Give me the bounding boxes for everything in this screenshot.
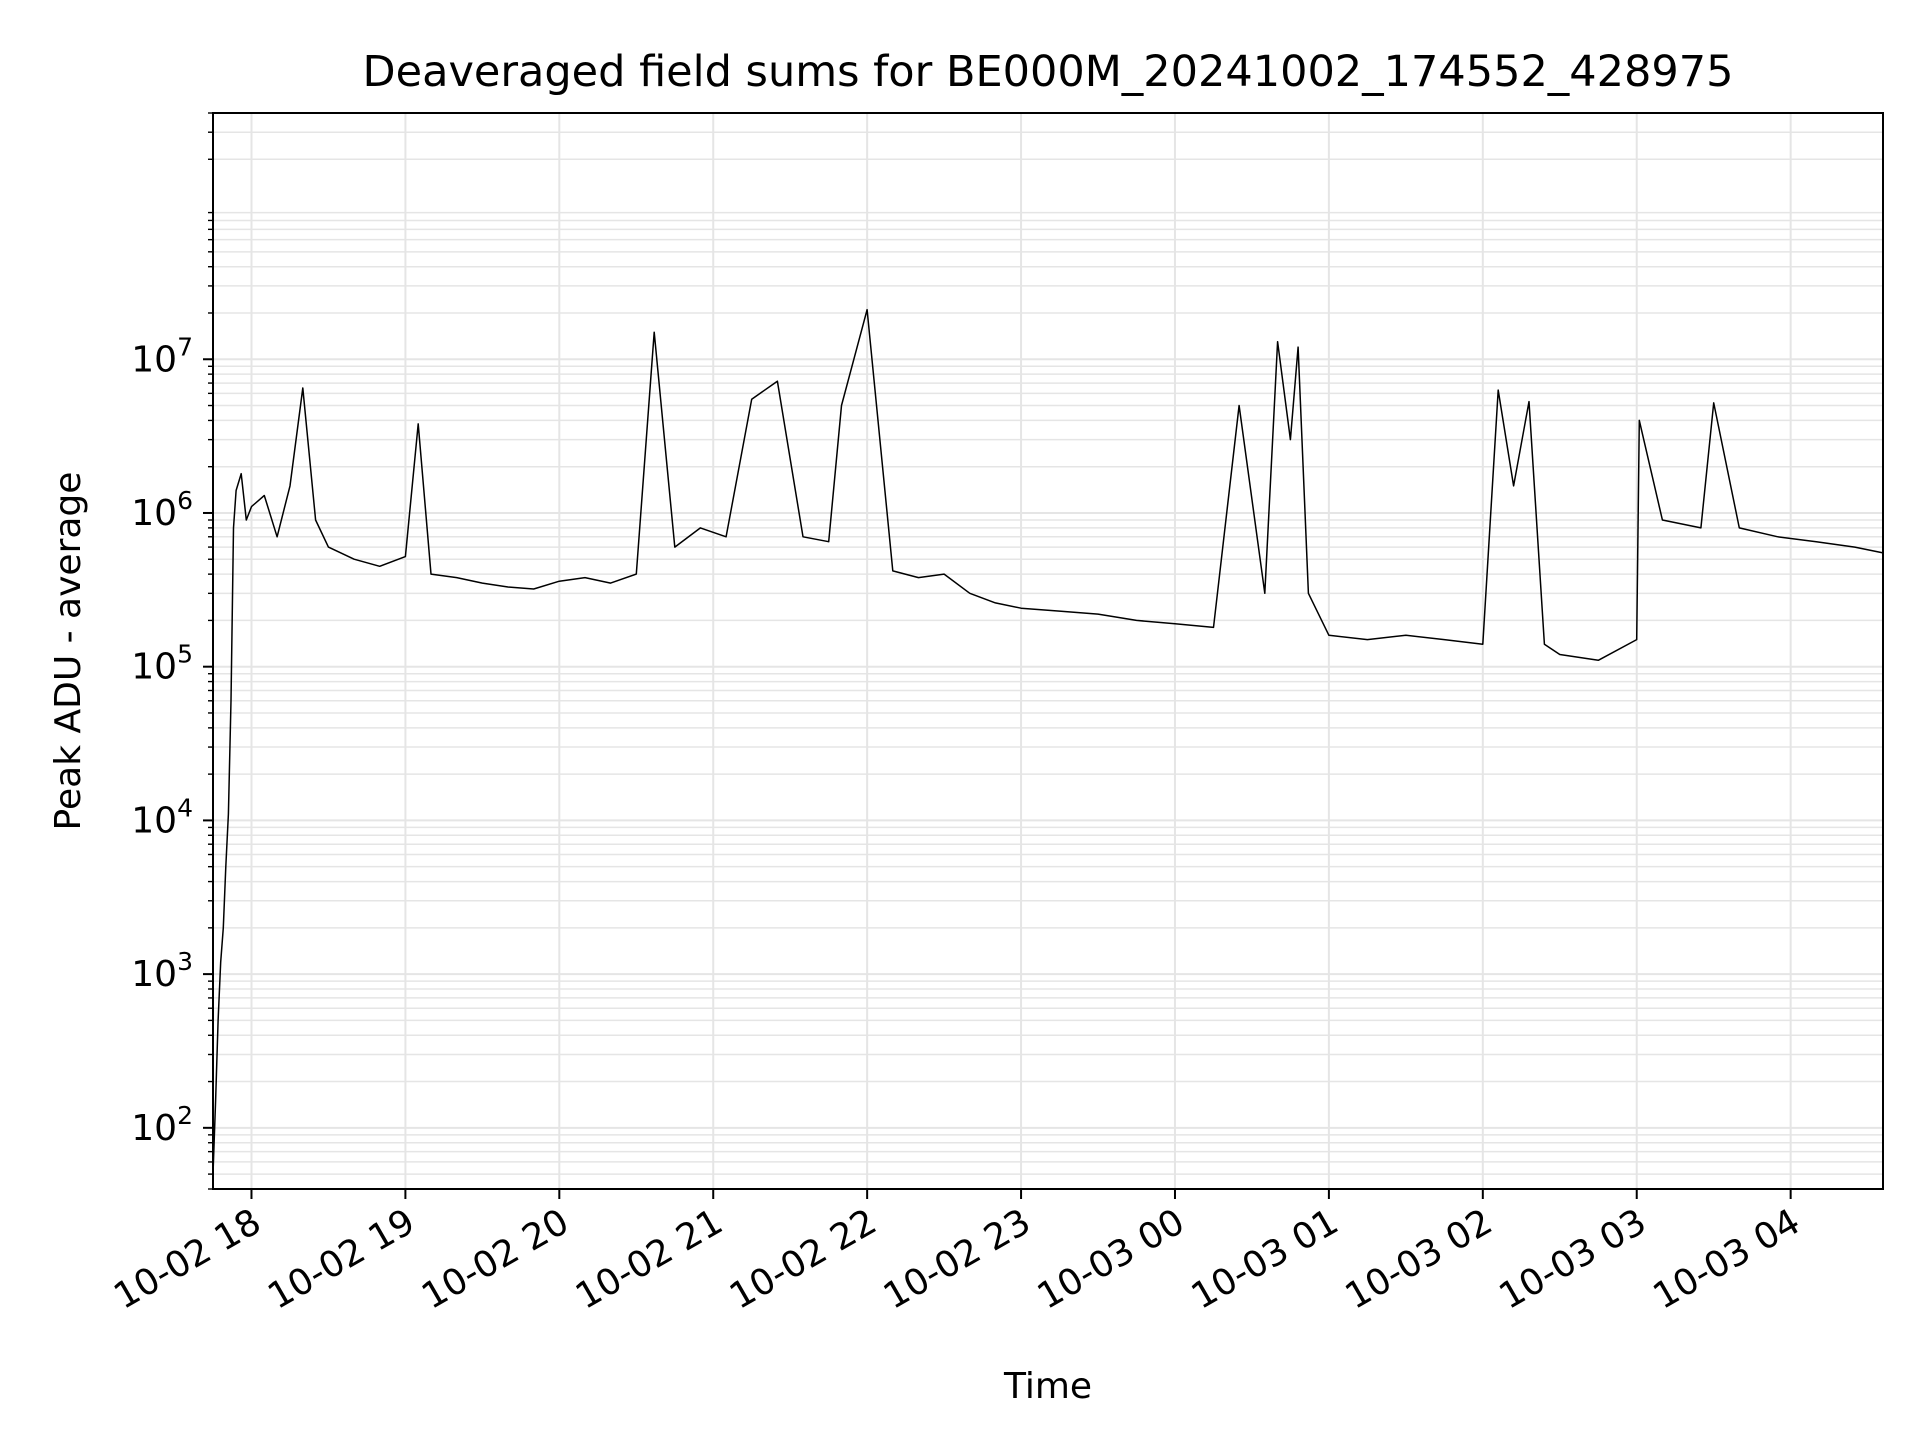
- chart-title: Deaveraged field sums for BE000M_2024100…: [363, 47, 1734, 97]
- y-axis-label: Peak ADU - average: [48, 472, 89, 831]
- data-series-line: [212, 308, 1884, 1175]
- x-tick-label: 10-02 22: [723, 1201, 884, 1317]
- series-layer: [212, 308, 1884, 1175]
- grid-layer: [213, 112, 1883, 1190]
- x-axis-label: Time: [1003, 1366, 1092, 1407]
- x-tick-label: 10-02 20: [415, 1201, 576, 1317]
- y-tick-label: 106: [131, 486, 193, 534]
- y-tick-label: 104: [131, 793, 193, 841]
- x-tick-label: 10-02 23: [877, 1201, 1038, 1317]
- x-tick-label: 10-02 19: [261, 1201, 422, 1317]
- x-tick-label: 10-03 02: [1339, 1201, 1500, 1317]
- x-tick-label: 10-03 03: [1493, 1201, 1654, 1317]
- x-tick-label: 10-03 01: [1185, 1201, 1346, 1317]
- x-tick-label: 10-03 00: [1031, 1201, 1192, 1317]
- y-tick-label: 102: [131, 1101, 193, 1149]
- x-tick-label: 10-03 04: [1646, 1201, 1807, 1317]
- y-tick-label: 107: [131, 332, 193, 380]
- plot-frame: [212, 112, 1884, 1190]
- y-tick-label: 105: [131, 640, 193, 688]
- y-tick-label: 103: [131, 947, 193, 995]
- x-tick-label: 10-02 18: [107, 1201, 268, 1317]
- x-tick-label: 10-02 21: [569, 1201, 730, 1317]
